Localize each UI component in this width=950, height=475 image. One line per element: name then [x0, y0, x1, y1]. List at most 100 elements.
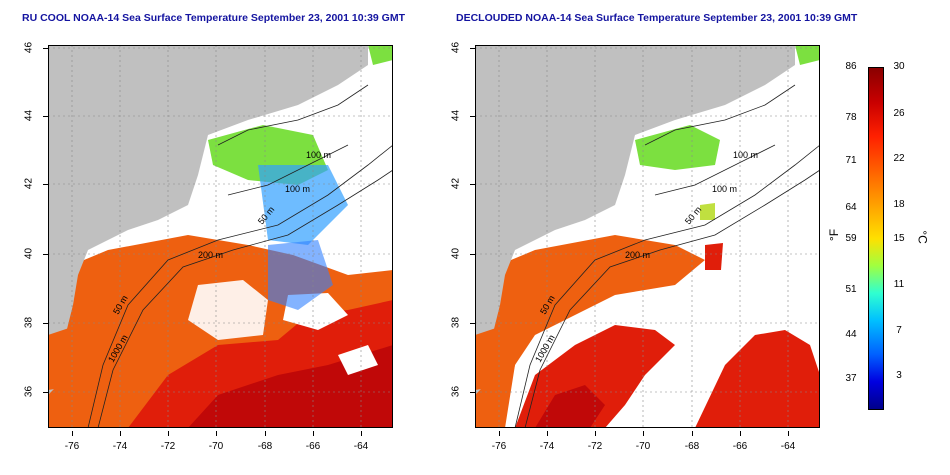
contour-label: 100 m: [712, 184, 737, 194]
y-tick-label: 42: [23, 177, 35, 190]
y-tick: [470, 392, 475, 393]
y-tick: [470, 48, 475, 49]
colorbar-f-label: 71: [845, 155, 857, 166]
y-tick: [470, 254, 475, 255]
x-tick-label: -66: [732, 441, 748, 452]
left-sst-map: 100 m 100 m 50 m 200 m 50 m 1000 m: [48, 45, 393, 428]
x-tick-label: -76: [491, 441, 507, 452]
cool-water-area: [635, 125, 720, 170]
x-tick: [120, 431, 121, 436]
x-tick-label: -66: [305, 441, 321, 452]
x-tick: [595, 431, 596, 436]
right-sst-map: 100 m 100 m 50 m 200 m 50 m 1000 m: [475, 45, 820, 428]
x-tick-label: -70: [635, 441, 651, 452]
colorbar-f-label: 44: [845, 329, 857, 340]
colorbar-c-label: 18: [893, 199, 905, 210]
y-tick-label: 36: [23, 385, 35, 398]
y-tick: [43, 184, 48, 185]
left-map-panel: 100 m 100 m 50 m 200 m 50 m 1000 m -76 -…: [24, 42, 393, 452]
land-area: [475, 45, 795, 395]
colorbar-f-label: 51: [845, 284, 857, 295]
colorbar-c-label: 11: [893, 279, 905, 290]
contour-label: 100 m: [306, 150, 331, 160]
x-tick-label: -70: [208, 441, 224, 452]
bay-water: [475, 325, 520, 390]
gulf-stream-core: [188, 345, 393, 428]
y-tick: [470, 184, 475, 185]
cool-patch: [368, 45, 393, 65]
x-tick: [643, 431, 644, 436]
x-tick-label: -68: [257, 441, 273, 452]
colorbar-f-label: 59: [845, 233, 857, 244]
fahrenheit-unit-label: °F: [827, 228, 842, 242]
cool-patch: [795, 45, 820, 65]
colorbar-c-label: 26: [893, 108, 905, 119]
x-tick: [692, 431, 693, 436]
y-tick: [43, 48, 48, 49]
gulf-stream-core: [535, 385, 605, 428]
colorbar-f-label: 78: [845, 112, 857, 123]
x-tick-label: -64: [780, 441, 796, 452]
colorbar-c-label: 15: [893, 233, 905, 244]
x-tick: [265, 431, 266, 436]
celsius-unit-label: °C: [915, 230, 930, 244]
x-tick-label: -76: [64, 441, 80, 452]
x-tick: [740, 431, 741, 436]
x-tick: [313, 431, 314, 436]
y-tick-label: 40: [450, 247, 462, 260]
y-tick: [470, 323, 475, 324]
colorbar-f-label: 64: [845, 202, 857, 213]
y-tick-label: 36: [450, 385, 462, 398]
x-tick: [788, 431, 789, 436]
colorbar-c-label: 3: [896, 370, 902, 381]
graticule: [48, 45, 393, 428]
y-tick: [43, 254, 48, 255]
x-tick-label: -64: [353, 441, 369, 452]
contour-label: 200 m: [625, 250, 650, 260]
x-tick: [216, 431, 217, 436]
colorbar-c-label: 30: [893, 61, 905, 72]
cool-patch: [700, 203, 715, 220]
x-tick: [361, 431, 362, 436]
cold-water-area: [258, 165, 348, 245]
y-tick-label: 44: [23, 109, 35, 122]
bay-water: [48, 325, 93, 390]
y-tick-label: 38: [23, 316, 35, 329]
y-tick-label: 46: [23, 41, 35, 54]
temperature-colorbar: [868, 67, 884, 410]
contour-label: 100 m: [733, 150, 758, 160]
contour-label: 200 m: [198, 250, 223, 260]
warm-water-area: [475, 235, 705, 428]
x-tick: [168, 431, 169, 436]
x-tick: [72, 431, 73, 436]
contour-label: 100 m: [285, 184, 310, 194]
bathymetry-contours: [514, 84, 820, 428]
x-tick-label: -72: [587, 441, 603, 452]
right-map-panel: 100 m 100 m 50 m 200 m 50 m 1000 m -76 -…: [451, 42, 820, 452]
x-tick-label: -68: [684, 441, 700, 452]
y-tick-label: 40: [23, 247, 35, 260]
colorbar-c-label: 7: [896, 325, 902, 336]
y-tick: [470, 116, 475, 117]
y-tick-label: 42: [450, 177, 462, 190]
y-tick-label: 44: [450, 109, 462, 122]
y-tick-label: 38: [450, 316, 462, 329]
left-map-title: RU COOL NOAA-14 Sea Surface Temperature …: [22, 12, 406, 24]
graticule: [475, 45, 820, 428]
y-tick: [43, 392, 48, 393]
x-tick-label: -74: [112, 441, 128, 452]
y-tick-label: 46: [450, 41, 462, 54]
y-tick: [43, 323, 48, 324]
x-tick-label: -72: [160, 441, 176, 452]
y-tick: [43, 116, 48, 117]
right-map-title: DECLOUDED NOAA-14 Sea Surface Temperatur…: [456, 12, 858, 24]
bathymetry-contours: [87, 84, 393, 428]
colorbar-c-label: 22: [893, 153, 905, 164]
x-tick: [547, 431, 548, 436]
gulf-stream-area: [695, 330, 820, 428]
colorbar-f-label: 86: [845, 61, 857, 72]
x-tick-label: -74: [539, 441, 555, 452]
x-tick: [499, 431, 500, 436]
cold-water-area: [268, 240, 333, 310]
colorbar-f-label: 37: [845, 373, 857, 384]
